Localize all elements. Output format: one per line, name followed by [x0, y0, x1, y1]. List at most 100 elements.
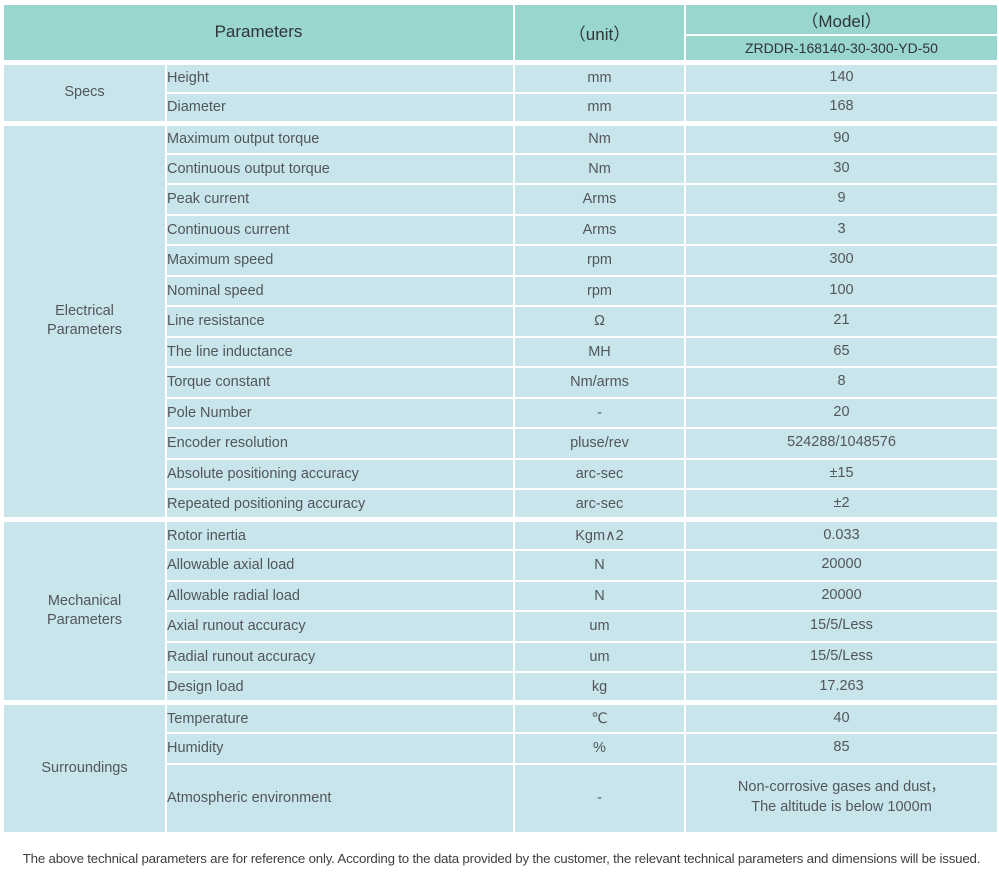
param-unit: % [513, 732, 686, 765]
param-name: Pole Number [165, 396, 515, 429]
param-value: 21 [684, 305, 999, 338]
section-label-text: Electrical Parameters [47, 303, 122, 339]
param-value: 30 [684, 152, 999, 185]
param-name: Design load [165, 671, 515, 704]
param-name: Repeated positioning accuracy [165, 488, 515, 521]
param-value: 9 [684, 183, 999, 216]
specifications-table: Parameters （unit） （Model） ZRDDR-168140-3… [2, 3, 999, 834]
param-name: Diameter [165, 91, 515, 124]
table-row: Continuous current Arms 3 [3, 213, 999, 246]
table-row: Humidity % 85 [3, 732, 999, 765]
param-value: ±2 [684, 488, 999, 521]
table-row: Mechanical Parameters Rotor inertia Kgm∧… [2, 518, 999, 704]
param-name: Nominal speed [165, 274, 515, 307]
param-unit: arc-sec [513, 457, 686, 490]
param-unit: Kgm∧2 [513, 518, 686, 551]
param-value: 20000 [684, 549, 999, 582]
header-model-number: ZRDDR-168140-30-300-YD-50 [684, 34, 999, 63]
param-name: Height [165, 61, 515, 94]
table-row: Axial runout accuracy um 15/5/Less [3, 610, 999, 643]
param-unit: mm [513, 61, 686, 94]
param-value: 3 [684, 213, 999, 246]
param-name: Allowable axial load [165, 549, 515, 582]
param-name: Axial runout accuracy [165, 610, 515, 643]
param-unit: Ω [513, 305, 686, 338]
header-row-1: Parameters （unit） （Model） [2, 3, 999, 63]
param-unit: Arms [513, 183, 686, 216]
param-unit: Nm/arms [513, 366, 686, 399]
param-value: ±15 [684, 457, 999, 490]
param-name: Continuous output torque [165, 152, 515, 185]
param-unit: N [513, 549, 686, 582]
param-value: 524288/1048576 [684, 427, 999, 460]
param-unit: ℃ [513, 701, 686, 734]
param-name: The line inductance [165, 335, 515, 368]
section-label-text: Specs [64, 84, 105, 101]
param-unit: rpm [513, 244, 686, 277]
header-parameters: Parameters [2, 3, 515, 63]
param-unit: rpm [513, 274, 686, 307]
param-unit: pluse/rev [513, 427, 686, 460]
param-name: Atmospheric environment [165, 762, 515, 834]
param-value: 85 [684, 732, 999, 765]
param-value: 0.033 [684, 518, 999, 551]
section-electrical: Electrical Parameters Maximum output tor… [2, 122, 999, 521]
section-label-text: Surroundings [41, 759, 128, 776]
param-name: Peak current [165, 183, 515, 216]
param-unit: kg [513, 671, 686, 704]
table-row: Electrical Parameters Maximum output tor… [2, 122, 999, 521]
param-value: 8 [684, 366, 999, 399]
table-row: The line inductance MH 65 [3, 335, 999, 368]
param-value: 15/5/Less [684, 640, 999, 673]
param-value: 17.263 [684, 671, 999, 704]
param-value: 20 [684, 396, 999, 429]
param-value: 140 [684, 61, 999, 94]
param-unit: Nm [513, 122, 686, 155]
section-label-specs: Specs [2, 61, 167, 124]
param-value: Non-corrosive gases and dust， The altitu… [684, 762, 999, 834]
table-row: Line resistance Ω 21 [3, 305, 999, 338]
param-name: Humidity [165, 732, 515, 765]
param-unit: Arms [513, 213, 686, 246]
section-label-surroundings: Surroundings [2, 701, 167, 834]
table-row: Absolute positioning accuracy arc-sec ±1… [3, 457, 999, 490]
param-unit: - [513, 396, 686, 429]
param-name: Allowable radial load [165, 579, 515, 612]
param-value: 15/5/Less [684, 610, 999, 643]
param-value: 90 [684, 122, 999, 155]
param-unit: MH [513, 335, 686, 368]
param-unit: Nm [513, 152, 686, 185]
table-row: Continuous output torque Nm 30 [3, 152, 999, 185]
param-unit: - [513, 762, 686, 834]
section-label-electrical: Electrical Parameters [2, 122, 167, 521]
table-row: Specs Height mm 140 [2, 61, 999, 124]
table-row: Encoder resolution pluse/rev 524288/1048… [3, 427, 999, 460]
disclaimer-note: The above technical parameters are for r… [22, 850, 981, 866]
header-unit: （unit） [513, 3, 686, 63]
section-surroundings: Surroundings Temperature ℃ 40 Humidity %… [2, 701, 999, 834]
param-name: Radial runout accuracy [165, 640, 515, 673]
param-unit: mm [513, 91, 686, 124]
param-value-line2: The altitude is below 1000m [751, 799, 932, 815]
table-row: Torque constant Nm/arms 8 [3, 366, 999, 399]
param-value: 20000 [684, 579, 999, 612]
section-label-text: Mechanical Parameters [47, 593, 122, 628]
param-name: Line resistance [165, 305, 515, 338]
table-row: Maximum speed rpm 300 [3, 244, 999, 277]
param-value: 40 [684, 701, 999, 734]
table-row: Design load kg 17.263 [3, 671, 999, 704]
param-unit: N [513, 579, 686, 612]
table-row: Repeated positioning accuracy arc-sec ±2 [3, 488, 999, 521]
header-row-2: ZRDDR-168140-30-300-YD-50 [3, 34, 999, 63]
table-row: Pole Number - 20 [3, 396, 999, 429]
section-label-mechanical: Mechanical Parameters [2, 518, 167, 704]
param-unit: arc-sec [513, 488, 686, 521]
table-row: Atmospheric environment - Non-corrosive … [3, 762, 999, 834]
param-value: 65 [684, 335, 999, 368]
param-name: Rotor inertia [165, 518, 515, 551]
param-name: Maximum output torque [165, 122, 515, 155]
param-name: Absolute positioning accuracy [165, 457, 515, 490]
table-row: Radial runout accuracy um 15/5/Less [3, 640, 999, 673]
param-value-line1: Non-corrosive gases and dust， [737, 779, 946, 796]
